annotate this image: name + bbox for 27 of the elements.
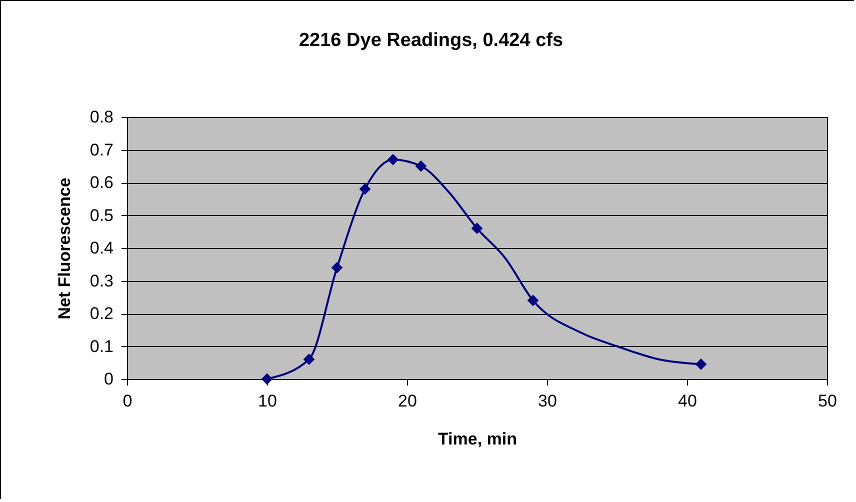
point [303,354,315,366]
y-tick-label: 0.7 [90,140,114,160]
y-tick-label: 0 [104,370,114,388]
y-tick-label: 0.1 [90,336,114,356]
x-tick-label: 30 [538,392,557,410]
point [359,183,371,195]
y-axis-title: Net Fluorescence [54,178,74,320]
y-tick-label: 0.5 [90,206,114,225]
chart-title: 2216 Dye Readings, 0.424 cfs [298,30,564,51]
x-tick-label: 20 [398,392,417,410]
point [387,154,399,166]
y-tick-label: 0.3 [90,271,114,290]
point [415,160,427,172]
x-tick-label: 0 [122,392,132,410]
y-tick-label: 0.6 [90,173,114,192]
point [331,262,343,274]
y-tick-label: 0.4 [90,238,114,258]
y-tick-label: 0.2 [90,304,114,323]
point [695,358,707,370]
point [527,294,539,306]
x-tick-label: 50 [818,392,837,410]
point [471,222,483,234]
x-tick-label: 40 [678,392,697,410]
y-tick-label: 0.8 [90,108,114,126]
point [261,373,273,385]
x-tick-label: 10 [258,392,277,410]
x-axis-title: Time, min [438,430,518,448]
